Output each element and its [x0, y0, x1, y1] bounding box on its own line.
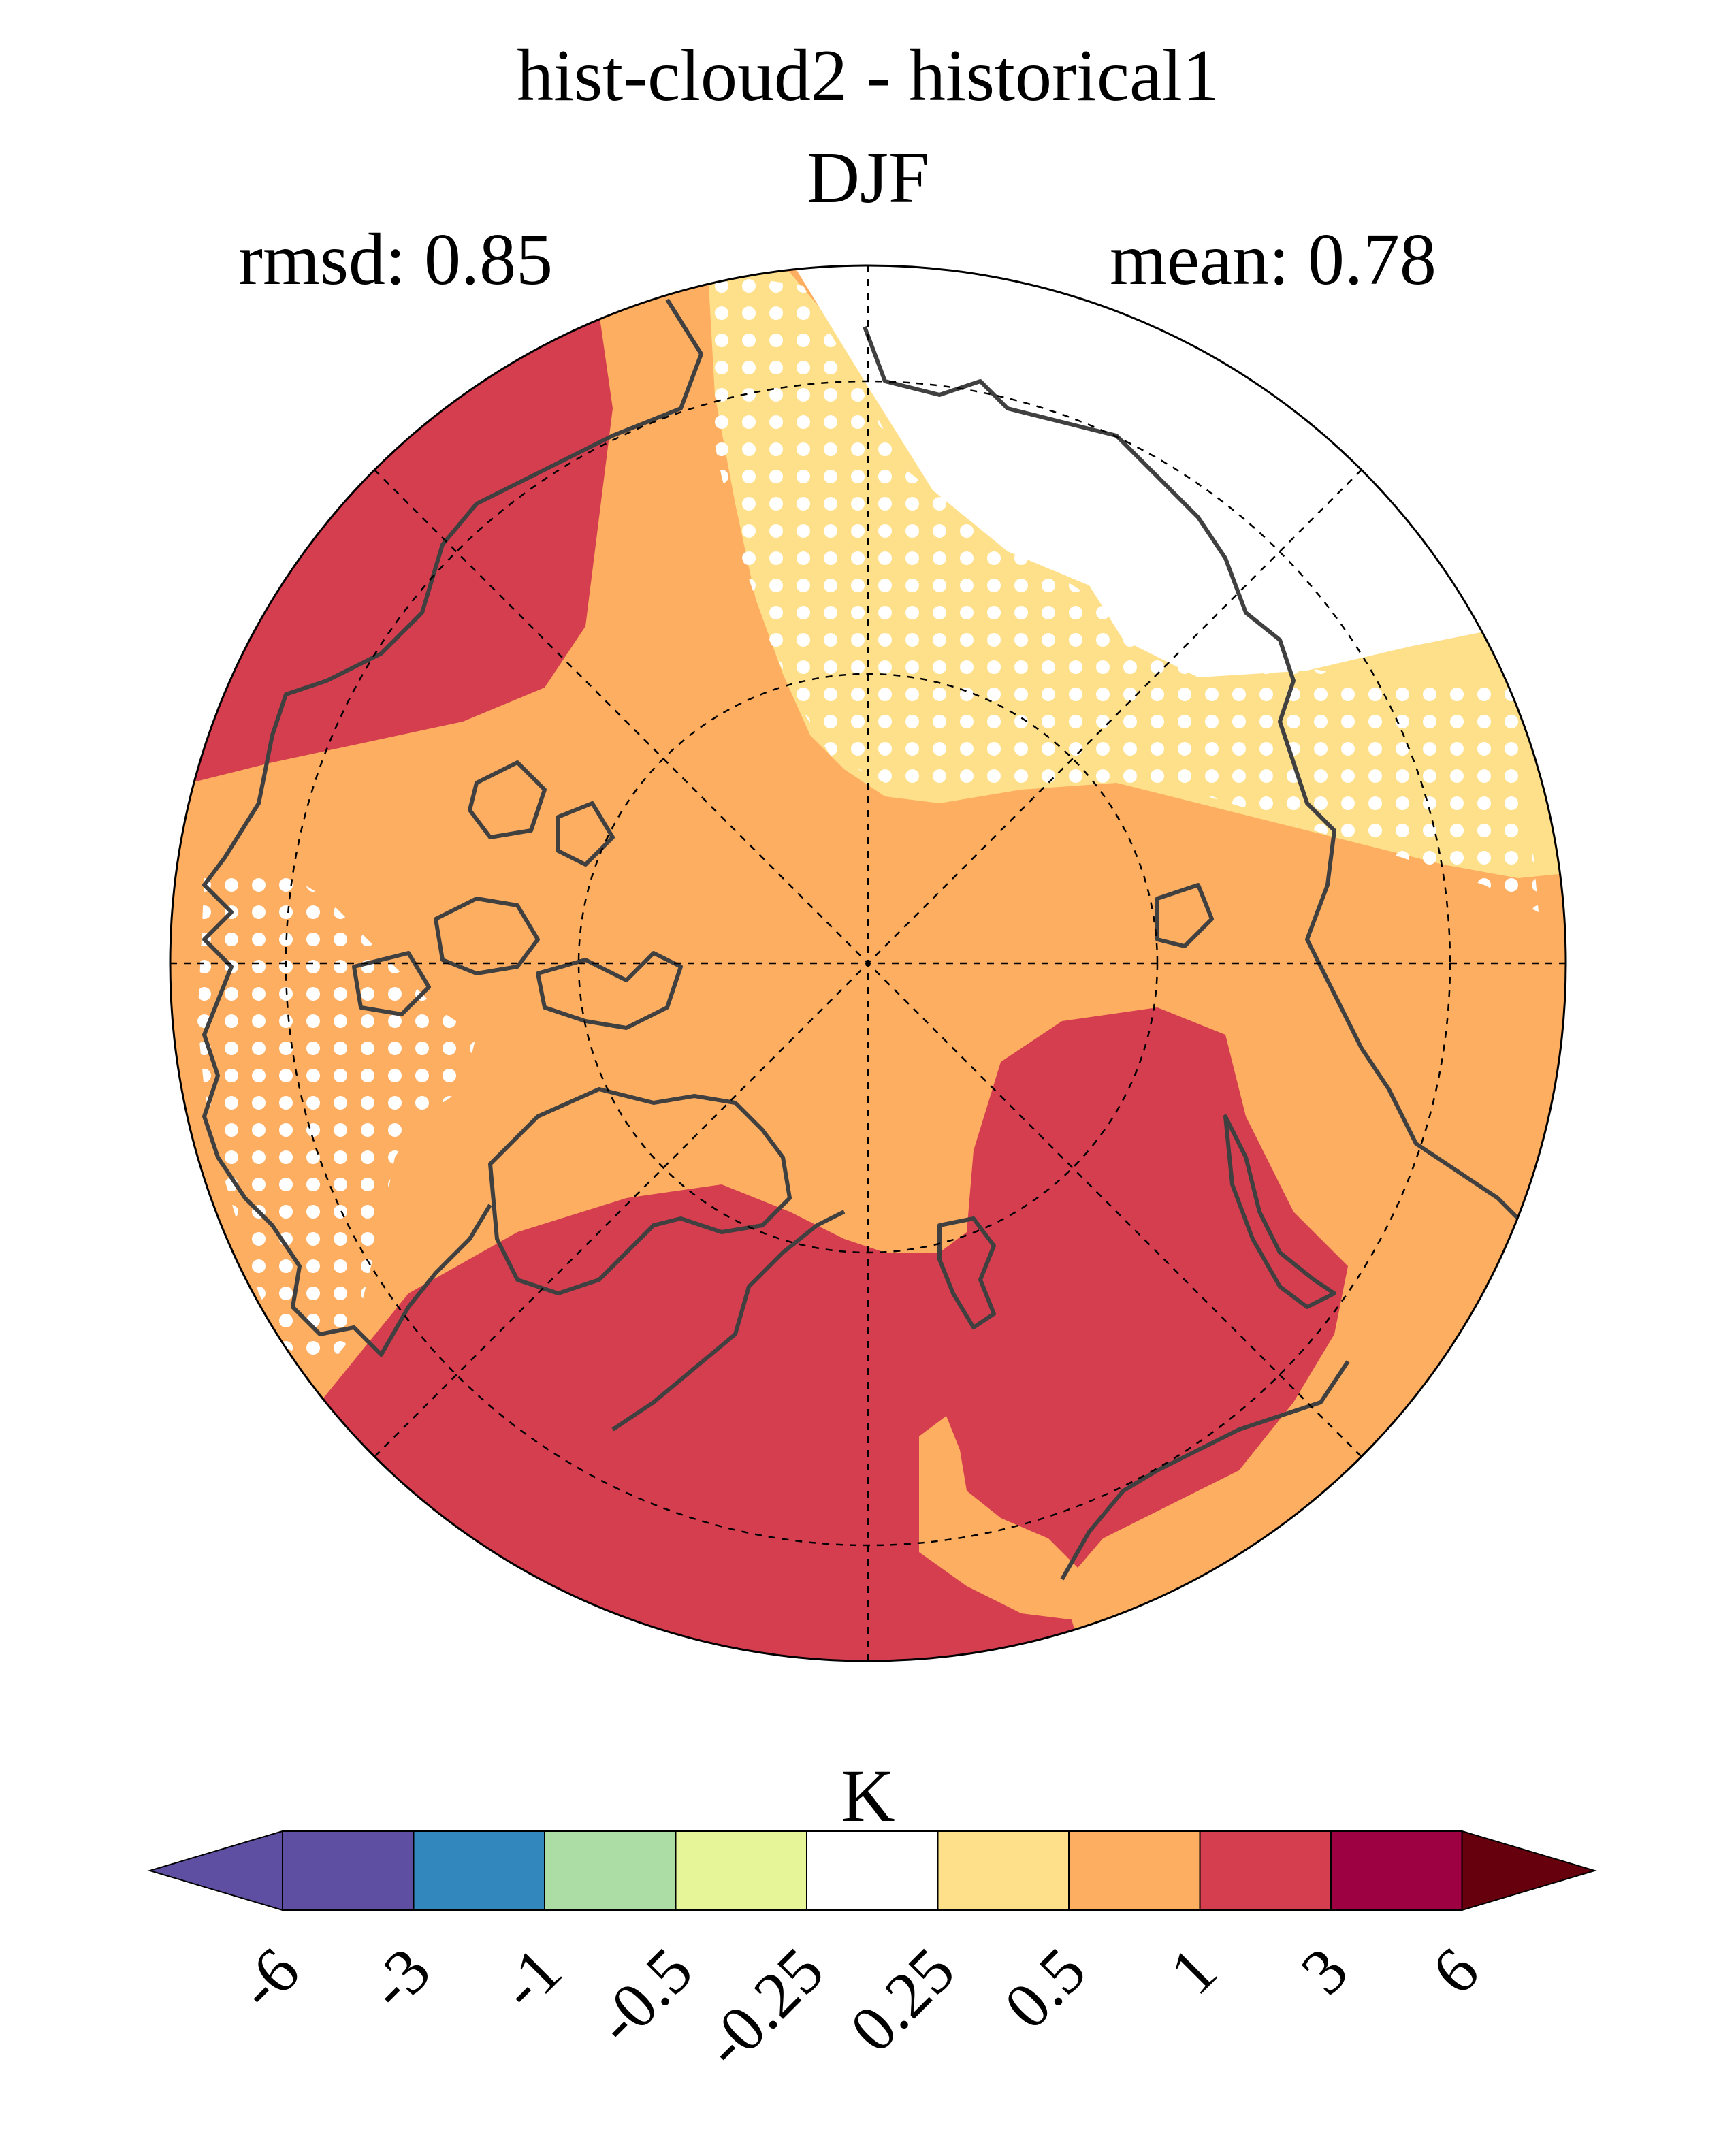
colorbar-extend-high — [1461, 1830, 1598, 1911]
coast-greenland — [488, 1087, 792, 1295]
map-disk — [170, 265, 1566, 1661]
colorbar-tick-label: 0.25 — [836, 1933, 968, 2065]
colorbar-tick-label: 6 — [1418, 1933, 1493, 2008]
colorbar-bin — [675, 1830, 807, 1911]
colorbar-tick-label: 0.5 — [990, 1933, 1099, 2043]
field-warm-south — [170, 1007, 1348, 1661]
colorbar-bin — [413, 1830, 545, 1911]
stipple-left-region — [197, 865, 477, 1368]
colorbar-bin — [1330, 1830, 1463, 1911]
colorbar-tick-label: -3 — [354, 1933, 444, 2023]
coast-canada-archipelago — [352, 760, 683, 1030]
coast-siberia — [863, 325, 1566, 1241]
colorbar-bin — [937, 1830, 1070, 1911]
map-title: hist-cloud2 - historical1 — [517, 35, 1219, 116]
coastlines — [202, 298, 1566, 1581]
coast-new-siberian-islands — [1155, 883, 1214, 948]
colorbar-bin — [282, 1830, 415, 1911]
colorbar-tick-label: -0.25 — [690, 1933, 837, 2081]
colorbar-unit: K — [841, 1754, 895, 1837]
coast-svalbard — [937, 1216, 996, 1329]
colorbar-bin — [1199, 1830, 1332, 1911]
map-border — [169, 264, 1567, 1662]
graticule — [170, 265, 1566, 1661]
field-orange-tongue — [919, 1416, 1089, 1620]
coast-north-america — [202, 298, 703, 1357]
colorbar-tick-label: -1 — [485, 1933, 575, 2023]
coast-novaya-zemlya — [1223, 1114, 1336, 1309]
colorbar: -6 -3 -1 -0.5-0.250.25 0.5 1 3 6 — [147, 1830, 1598, 2081]
colorbar-tick-label: 1 — [1156, 1933, 1231, 2008]
mean-label: mean: 0.78 — [1110, 219, 1436, 300]
colorbar-tick-label: 3 — [1287, 1933, 1362, 2008]
colorbar-bin — [544, 1830, 677, 1911]
coast-scandinavia — [1060, 1360, 1350, 1581]
colorbar-tick-label: -0.5 — [581, 1933, 706, 2058]
colorbar-extend-low — [147, 1830, 283, 1911]
colorbar-bin — [806, 1830, 939, 1911]
coast-europe — [611, 1210, 846, 1432]
rmsd-label: rmsd: 0.85 — [238, 219, 553, 300]
season-label: DJF — [806, 138, 930, 219]
colorbar-bin — [1068, 1830, 1201, 1911]
colorbar-tick-label: -6 — [223, 1933, 313, 2023]
stipple-top-band — [701, 272, 1539, 912]
